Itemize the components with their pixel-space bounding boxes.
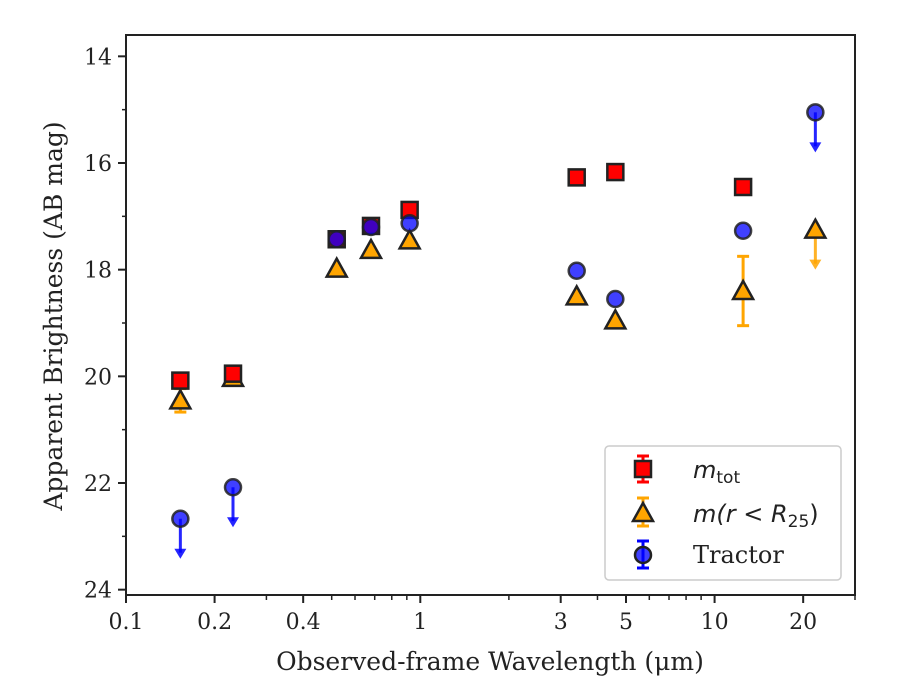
triangle-marker-m-r25: [564, 283, 589, 306]
y-axis-label: Apparent Brightness (AB mag): [39, 121, 68, 511]
x-tick-label: 0.4: [286, 610, 321, 635]
triangle-marker-m-r25: [358, 237, 384, 260]
legend-marker-tractor: [633, 539, 653, 570]
y-tick-label: 14: [84, 45, 112, 70]
circle-marker-tractor: [733, 221, 753, 240]
x-tick-label: 3: [554, 610, 568, 635]
square-marker-m-tot: [733, 177, 753, 197]
square-marker-m-tot: [606, 162, 625, 182]
circle-marker-tractor: [223, 478, 243, 528]
x-tick-label: 0.2: [197, 610, 232, 635]
y-tick-label: 24: [84, 579, 112, 604]
y-tick-label: 20: [84, 365, 112, 390]
triangle-marker-m-r25: [324, 256, 349, 278]
x-axis: 0.1 0.2 0.4 1 3 5 10 20: [109, 595, 856, 635]
triangle-marker-m-r25: [168, 387, 193, 414]
circle-marker-tractor: [567, 261, 586, 280]
legend-box: [604, 445, 842, 581]
circle-marker-tractor: [400, 214, 419, 233]
circle-marker-tractor: [361, 217, 381, 237]
x-tick-label: 0.1: [109, 610, 144, 635]
data-marks: [168, 103, 828, 559]
x-tick-label: 1: [413, 610, 427, 635]
legend-marker-m-r25: [630, 496, 656, 528]
triangle-marker-m-r25: [603, 307, 628, 330]
x-tick-label: 10: [701, 610, 729, 635]
x-tick-label: 5: [619, 610, 633, 635]
square-marker-m-tot: [223, 364, 243, 383]
circle-marker-tractor: [606, 289, 625, 309]
y-tick-label: 16: [84, 152, 112, 177]
legend-marker-m-tot: [633, 454, 653, 484]
plot-frame: [125, 34, 856, 596]
y-tick-label: 18: [84, 259, 112, 284]
legend-label-m-tot: mtot: [693, 456, 740, 488]
triangle-marker-m-r25: [397, 227, 422, 250]
square-marker-m-tot: [567, 168, 586, 187]
y-axis: 14 16 18 20 22 24: [84, 45, 126, 604]
triangle-marker-m-r25: [803, 217, 828, 270]
x-axis-label: Observed-frame Wavelength (μm): [276, 647, 704, 676]
circle-marker-tractor: [171, 509, 190, 559]
circle-marker-tractor: [327, 230, 346, 249]
legend-label-m-r25: m(r < R25): [693, 500, 819, 532]
x-tick-label: 20: [789, 610, 817, 635]
square-marker-m-tot: [171, 371, 190, 390]
y-tick-label: 22: [84, 472, 112, 497]
triangle-marker-m-r25: [730, 254, 756, 328]
legend: mtot m(r < R25) Tractor: [604, 445, 842, 581]
legend-label-tractor: Tractor: [693, 541, 784, 569]
circle-marker-tractor: [806, 103, 825, 153]
